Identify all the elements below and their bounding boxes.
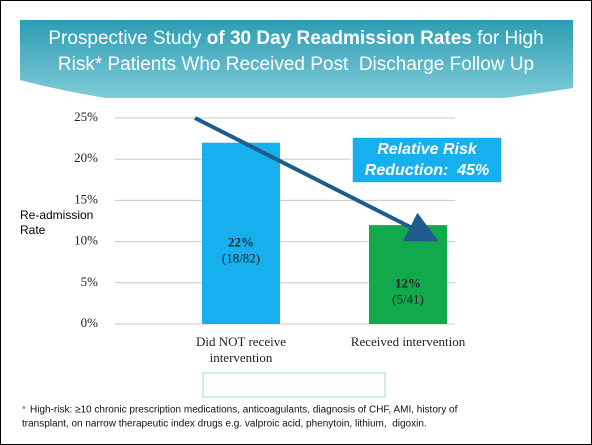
x-tick-label: intervention [210,350,273,365]
data-annotation: (5/41) [392,292,424,307]
title-segment: Risk* Patients Who Received Post Dischar… [58,54,534,75]
footnote: * High-risk: ≥10 chronic prescription med… [22,405,458,430]
title-swoosh [20,80,573,113]
y-tick-label: 5% [81,274,99,289]
y-tick-label: 15% [74,191,98,206]
y-tick-label: 10% [74,233,98,248]
footnote-line: High-risk: ≥10 chronic prescription medi… [30,405,458,416]
title-segment: Prospective Study [48,28,206,49]
y-tick-label: 0% [81,315,99,330]
footnote-line: transplant, on narrow therapeutic index … [22,419,427,430]
bar [369,225,447,324]
title: Prospective Study of 30 Day Readmission … [48,28,543,75]
callout-box [351,136,503,184]
callout-line: Reduction: 45% [365,162,489,179]
trend-arrow [194,116,439,242]
x-tick-label: Received intervention [351,334,466,349]
x-tick-label: Did NOT receive [196,334,286,349]
data-annotation: (18/82) [222,250,260,265]
title-line: Prospective Study of 30 Day Readmission … [48,28,543,49]
title-segment: of 30 Day Readmission Rates [207,28,472,49]
data-label: 22% [228,234,254,249]
y-tick-label: 20% [74,150,98,165]
y-axis-label: Re-admission [20,208,93,222]
y-axis-label: Rate [20,223,46,237]
footnote-marker: * [22,405,26,416]
callout: Relative Risk Reduction: 45% [365,141,489,179]
bar [202,142,280,324]
data-label: 12% [395,276,421,291]
title-line: Risk* Patients Who Received Post Dischar… [58,54,534,75]
title-band [20,20,573,98]
callout-line: Relative Risk [377,141,478,158]
y-tick-label: 25% [74,109,98,124]
title-segment: for High [472,28,544,49]
empty-box [202,372,386,398]
